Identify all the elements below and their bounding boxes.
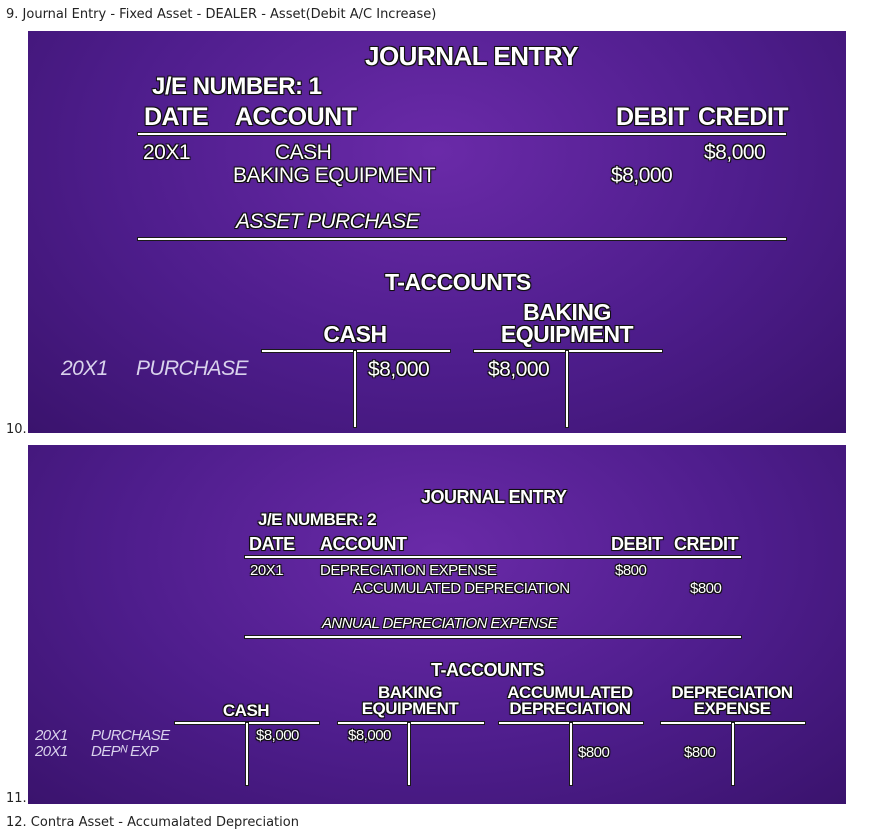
t-account-depexp-debit: $800 [684,744,716,761]
entry-date: 20X1 [143,141,191,164]
journal-entry-title: JOURNAL ENTRY [421,487,567,507]
header-debit: DEBIT [611,534,663,554]
t-account-depexp-label-line2: EXPENSE [693,699,771,718]
entry-bottom-rule [244,635,742,639]
entry-credit-accumulated-depreciation: $800 [690,580,722,597]
side-description-2: DEPᴺ EXP [91,743,159,760]
t-side-date: 20X1 [61,357,108,380]
t-account-equipment-label: BAKING EQUIPMENT [473,299,661,347]
t-account-equipment-debit: $8,000 [488,358,550,381]
t-account-equipment-stem [565,350,569,428]
entry-debit-equipment: $8,000 [611,164,673,187]
je-number: J/E NUMBER: 1 [152,73,322,100]
t-account-accumulated-label: ACCUMULATED DEPRECIATION [498,683,642,718]
t-accounts-title: T-ACCOUNTS [431,660,545,680]
header-rule [137,132,787,136]
t-account-equipment-label: BAKING EQUIPMENT [337,683,483,718]
t-account-accumulated-stem [569,722,573,786]
header-rule [244,555,742,559]
entry-account-equipment: BAKING EQUIPMENT [233,164,436,187]
entry-account-accumulated-depreciation: ACCUMULATED DEPRECIATION [353,580,570,597]
journal-entry-panel-2: JOURNAL ENTRY J/E NUMBER: 2 DATE ACCOUNT… [28,445,846,804]
side-description-1: PURCHASE [91,727,170,744]
entry-debit-depreciation-expense: $800 [615,562,647,579]
caption-11: 11. [6,791,27,806]
je-number: J/E NUMBER: 2 [258,510,377,529]
header-date: DATE [249,534,295,554]
header-account: ACCOUNT [320,534,407,554]
t-accounts-title: T-ACCOUNTS [385,269,531,295]
t-account-accumulated-label-line2: DEPRECIATION [509,699,631,718]
t-account-cash-label: CASH [222,701,270,720]
entry-date: 20X1 [250,562,284,579]
t-account-equipment-stem [407,722,411,786]
t-account-equipment-debit: $8,000 [348,727,391,744]
t-account-accumulated-credit: $800 [578,744,610,761]
entry-account-depreciation-expense: DEPRECIATION EXPENSE [320,562,497,579]
header-debit: DEBIT [616,103,689,131]
entry-account-cash: CASH [275,141,332,164]
header-credit: CREDIT [674,534,739,554]
side-date-1: 20X1 [35,727,68,744]
entry-bottom-rule [137,237,787,241]
caption-12: 12. Contra Asset - Accumalated Depreciat… [6,815,299,830]
t-account-cash-stem [245,722,249,786]
t-account-equipment-top [337,721,485,725]
t-side-description: PURCHASE [136,357,248,380]
t-account-cash-credit: $8,000 [256,727,299,744]
caption-10: 10. [6,422,27,437]
entry-memo: ANNUAL DEPRECIATION EXPENSE [322,615,558,632]
header-account: ACCOUNT [235,103,357,131]
journal-entry-title: JOURNAL ENTRY [365,41,579,71]
entry-credit-cash: $8,000 [704,141,766,164]
entry-memo: ASSET PURCHASE [236,210,420,233]
header-credit: CREDIT [698,103,789,131]
header-date: DATE [144,103,209,131]
t-account-cash-label: CASH [323,321,387,347]
t-account-equipment-label-line1: BAKING [523,299,611,325]
side-date-2: 20X1 [35,743,68,760]
caption-9: 9. Journal Entry - Fixed Asset - DEALER … [6,7,437,22]
t-account-cash-stem [353,350,357,428]
journal-entry-panel-1: JOURNAL ENTRY J/E NUMBER: 1 DATE ACCOUNT… [28,31,846,433]
t-account-depexp-label: DEPRECIATION EXPENSE [660,683,804,718]
t-account-depexp-label-line1: DEPRECIATION [671,683,793,702]
t-account-equipment-label-line1: BAKING [377,683,443,702]
t-account-accumulated-label-line1: ACCUMULATED [507,683,633,702]
t-account-depexp-stem [731,722,735,786]
t-account-cash-credit: $8,000 [368,358,430,381]
t-account-equipment-label-line2: EQUIPMENT [361,699,459,718]
t-account-equipment-label-line2: EQUIPMENT [500,321,634,347]
